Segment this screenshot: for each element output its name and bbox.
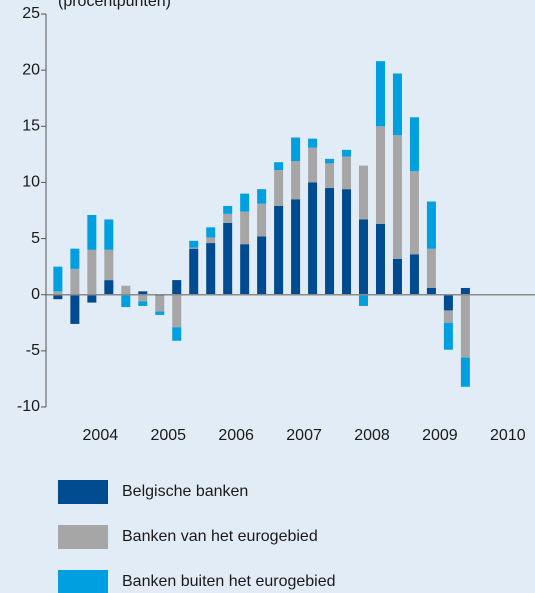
bar-segment	[274, 162, 284, 171]
bar-segment	[426, 248, 436, 288]
bar-segment	[172, 280, 182, 295]
bar-segment	[138, 291, 148, 295]
y-tick-label: 20	[22, 61, 40, 78]
legend-label: Banken van het eurogebied	[122, 528, 318, 545]
legend-swatch	[58, 480, 108, 504]
bar-segment	[291, 137, 301, 162]
bar-segment	[392, 73, 402, 136]
y-tick-label: 0	[31, 286, 40, 303]
y-tick-label: 5	[31, 230, 40, 247]
bar-segment	[223, 222, 233, 295]
bar-segment	[274, 170, 284, 207]
bar-segment	[257, 189, 267, 204]
x-tick-label: 2005	[150, 427, 186, 444]
y-tick-label: 25	[22, 5, 40, 22]
bar-segment	[342, 149, 352, 157]
bar-segment	[206, 227, 216, 238]
bar-segment	[155, 311, 165, 315]
bar-segment	[409, 254, 419, 295]
bar-segment	[460, 287, 470, 295]
bar-segment	[443, 294, 453, 311]
bar-segment	[257, 203, 267, 237]
bar-segment	[342, 189, 352, 295]
bar-segment	[53, 266, 63, 292]
bar-segment	[223, 206, 233, 214]
bar-segment	[426, 201, 436, 249]
x-tick-label: 2008	[354, 427, 390, 444]
bar-segment	[104, 249, 114, 281]
bar-segment	[104, 280, 114, 295]
legend-swatch	[58, 525, 108, 549]
bar-segment	[426, 287, 436, 295]
y-tick-label: -5	[26, 342, 40, 359]
y-tick-label: 10	[22, 174, 40, 191]
bar-segment	[53, 294, 63, 300]
y-tick-label: 15	[22, 118, 40, 135]
bar-segment	[443, 310, 453, 323]
bar-segment	[206, 237, 216, 244]
bar-segment	[223, 213, 233, 223]
x-tick-label: 2004	[83, 427, 119, 444]
bar-segment	[70, 248, 80, 269]
bar-segment	[172, 327, 182, 341]
bar-segment	[460, 294, 470, 358]
bar-segment	[70, 294, 80, 324]
bar-segment	[240, 193, 250, 212]
bar-segment	[409, 171, 419, 255]
bar-segment	[359, 219, 369, 295]
bar-segment	[172, 294, 182, 328]
bar-segment	[375, 223, 385, 295]
x-tick-label: 2009	[422, 427, 458, 444]
bar-segment	[240, 244, 250, 295]
bar-segment	[375, 126, 385, 224]
bar-segment	[104, 219, 114, 250]
bar-segment	[392, 135, 402, 259]
bar-segment	[291, 161, 301, 200]
bar-segment	[121, 285, 131, 295]
bar-segment	[87, 214, 97, 250]
bar-segment	[392, 258, 402, 295]
bar-segment	[87, 249, 97, 295]
bar-segment	[70, 268, 80, 295]
legend-swatch	[58, 570, 108, 593]
bar-segment	[189, 247, 199, 249]
y-axis-label: (procentpunten)	[58, 0, 171, 10]
bar-segment	[375, 61, 385, 127]
bar-segment	[409, 117, 419, 172]
bar-segment	[138, 301, 148, 306]
bar-segment	[359, 165, 369, 220]
bar-segment	[325, 163, 335, 189]
legend-label: Belgische banken	[122, 483, 248, 500]
bar-segment	[257, 236, 267, 295]
bar-segment	[291, 199, 301, 295]
bar-segment	[53, 291, 63, 295]
bar-segment	[274, 206, 284, 295]
bar-segment	[308, 138, 318, 148]
bar-segment	[189, 248, 199, 295]
bar-segment	[460, 357, 470, 387]
bar-segment	[325, 158, 335, 164]
x-tick-label: 2010	[490, 427, 526, 444]
bar-segment	[155, 295, 165, 312]
bar-segment	[189, 240, 199, 248]
bar-segment	[121, 294, 131, 308]
legend-label: Banken buiten het eurogebied	[122, 573, 336, 590]
bar-segment	[206, 243, 216, 295]
bar-segment	[359, 294, 369, 306]
bar-segment	[342, 156, 352, 190]
bar-segment	[308, 182, 318, 295]
x-tick-label: 2006	[218, 427, 254, 444]
bar-segment	[443, 322, 453, 350]
y-tick-label: -10	[17, 398, 40, 415]
bar-segment	[138, 294, 148, 302]
bar-segment	[308, 147, 318, 183]
bar-segment	[87, 294, 97, 303]
bar-segment	[325, 188, 335, 295]
x-tick-label: 2007	[286, 427, 322, 444]
bar-segment	[240, 211, 250, 245]
